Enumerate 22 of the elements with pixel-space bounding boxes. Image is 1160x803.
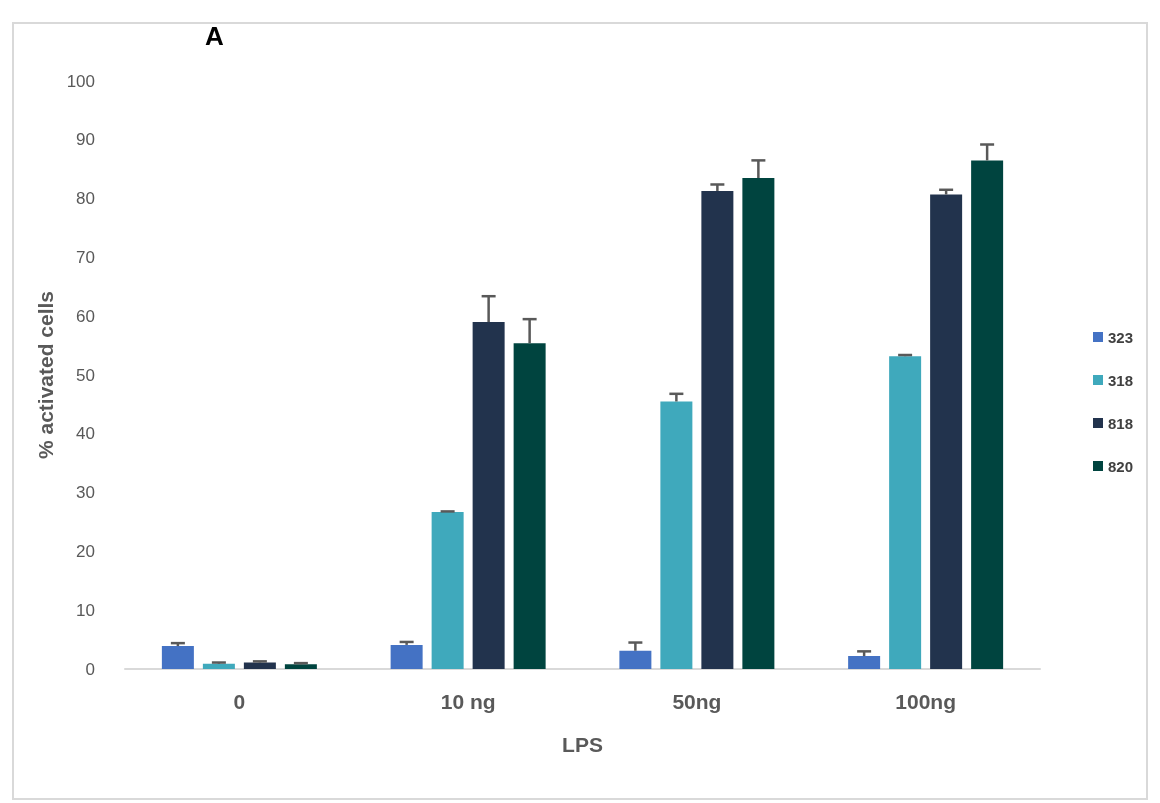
chart-title: A	[205, 21, 224, 51]
legend-label: 818	[1107, 414, 1133, 432]
y-tick-label: 100	[66, 71, 95, 91]
legend-label: 323	[1107, 328, 1133, 346]
y-tick-label: 80	[76, 189, 95, 209]
x-tick-label: 0	[233, 690, 246, 713]
y-tick-label: 10	[76, 600, 95, 620]
y-tick-label: 60	[76, 306, 95, 326]
y-tick-label: 50	[76, 365, 95, 385]
y-tick-label: 20	[76, 541, 95, 561]
legend-label: 318	[1107, 371, 1133, 389]
y-tick-label: 30	[76, 483, 95, 503]
x-tick-label: 50ng	[672, 690, 722, 713]
x-axis-title: LPS	[562, 733, 603, 756]
y-axis-title: % activated cells	[33, 290, 57, 460]
x-tick-label: 100ng	[895, 690, 956, 713]
y-tick-label: 70	[76, 247, 95, 267]
legend-label: 820	[1107, 457, 1133, 475]
x-tick-label: 10 ng	[440, 690, 496, 713]
y-tick-label: 90	[76, 130, 95, 150]
y-tick-label: 0	[85, 659, 95, 679]
y-tick-label: 40	[76, 424, 95, 444]
